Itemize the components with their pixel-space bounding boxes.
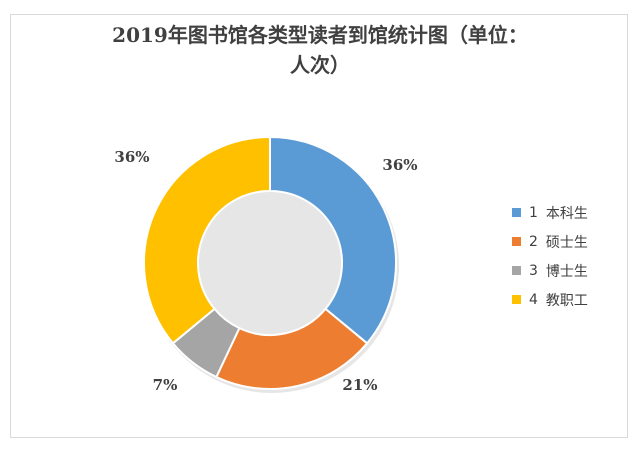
data-label-staff: 36% [114,148,149,166]
legend-label-phd: 博士生 [545,263,588,280]
data-label-phd: 7% [153,376,178,394]
data-label-undergrad: 36% [382,156,417,174]
legend-item-staff: 4 教职工 [512,285,588,314]
chart-title: 2019年图书馆各类型读者到馆统计图（单位： 人次） [60,20,580,80]
legend-item-phd: 3 博士生 [512,256,588,285]
legend-label-master: 硕士生 [545,234,588,251]
chart-title-line1: 2019年图书馆各类型读者到馆统计图（单位： [112,23,528,47]
legend-swatch-master [512,237,521,246]
legend-num-master: 2 [529,233,538,250]
legend-label-undergrad: 本科生 [545,205,588,222]
legend-item-undergrad: 1 本科生 [512,198,588,227]
chart-legend: 1 本科生 2 硕士生 3 博士生 4 教职工 [512,198,588,314]
legend-label-staff: 教职工 [545,292,588,309]
chart-title-line2: 人次） [290,53,350,77]
legend-num-phd: 3 [529,262,538,279]
donut-slice-staff [143,135,271,345]
legend-swatch-phd [512,266,521,275]
data-label-master: 21% [342,376,377,394]
legend-swatch-staff [512,295,521,304]
legend-num-staff: 4 [529,291,538,308]
legend-item-master: 2 硕士生 [512,227,588,256]
donut-slice-undergrad [269,135,397,345]
legend-swatch-undergrad [512,208,521,217]
legend-num-undergrad: 1 [529,204,538,221]
